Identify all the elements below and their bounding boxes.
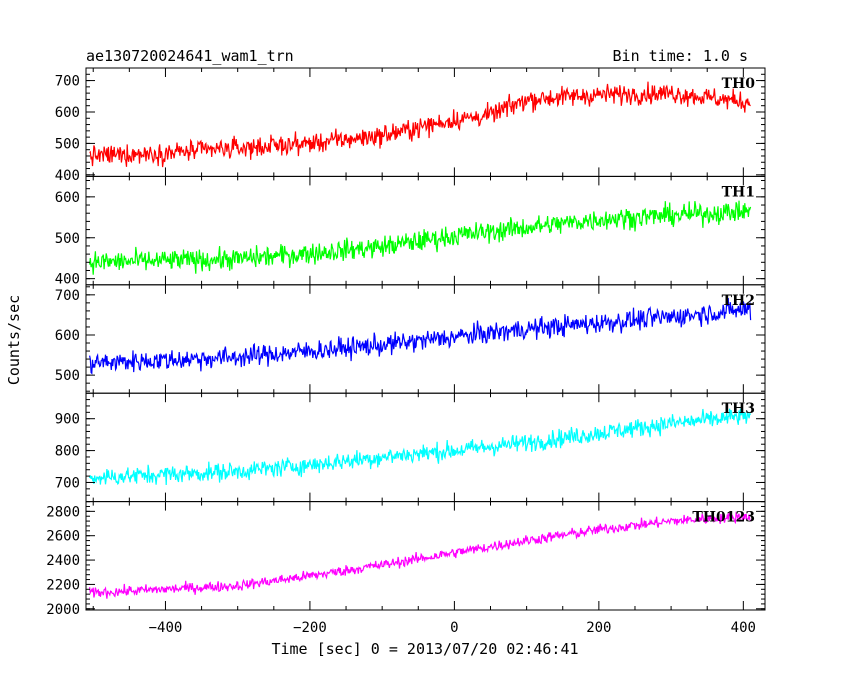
y-tick-label: 800 xyxy=(55,444,80,460)
y-axis-label: Counts/sec xyxy=(5,295,23,385)
y-tick-label: 500 xyxy=(55,136,80,152)
y-tick-label: 700 xyxy=(55,74,80,90)
panel-label-th0123: TH0123 xyxy=(692,510,755,526)
panel-frame xyxy=(85,392,766,503)
x-axis-label: Time [sec] 0 = 2013/07/20 02:46:41 xyxy=(271,640,578,658)
x-tick-label: −200 xyxy=(293,620,327,636)
panel-th2: 500 600 700 TH2 xyxy=(55,284,766,394)
panel-th0: 400 500 600 700 TH0 xyxy=(55,67,766,184)
y-tick-label: 500 xyxy=(55,368,80,384)
panel-th0123: 2000 2200 2400 2600 2800 TH0123 xyxy=(46,501,766,618)
panel-label-th1: TH1 xyxy=(722,184,755,200)
series-th3 xyxy=(89,407,752,486)
x-tick-label: 0 xyxy=(450,620,458,636)
panel-th1: 400 500 600 TH1 xyxy=(55,175,766,288)
series-th0123 xyxy=(89,511,752,599)
y-tick-label: 500 xyxy=(55,231,80,247)
y-tick-label: 2000 xyxy=(46,602,80,618)
y-tick-label: 700 xyxy=(55,475,80,491)
series-th0 xyxy=(89,81,751,168)
panel-th3: 700 800 900 TH3 xyxy=(55,392,766,503)
chart-title: ae130720024641_wam1_trn xyxy=(86,47,294,65)
bin-time-label: Bin time: 1.0 s xyxy=(613,47,748,65)
y-tick-label: 2600 xyxy=(46,529,80,545)
x-tick-label: 400 xyxy=(731,620,756,636)
y-tick-label: 400 xyxy=(55,272,80,288)
series-th2 xyxy=(89,298,752,375)
panel-label-th2: TH2 xyxy=(722,293,755,309)
y-tick-label: 600 xyxy=(55,105,80,121)
y-tick-label: 600 xyxy=(55,190,80,206)
panel-label-th3: TH3 xyxy=(722,401,755,417)
y-tick-label: 2400 xyxy=(46,553,80,569)
panel-frame xyxy=(85,175,766,286)
x-tick-label: −400 xyxy=(149,620,183,636)
panel-frame xyxy=(85,501,766,611)
y-tick-label: 400 xyxy=(55,168,80,184)
x-tick-label: 200 xyxy=(586,620,611,636)
y-tick-label: 2800 xyxy=(46,504,80,520)
y-tick-label: 900 xyxy=(55,412,80,428)
panel-label-th0: TH0 xyxy=(722,76,756,92)
y-tick-label: 2200 xyxy=(46,577,80,593)
series-th1 xyxy=(89,200,752,275)
panels: 400 500 600 700 TH0 400 500 600 TH1 500 600 700 TH2 7… xyxy=(46,67,766,636)
y-tick-label: 600 xyxy=(55,328,80,344)
y-tick-label: 700 xyxy=(55,288,80,304)
